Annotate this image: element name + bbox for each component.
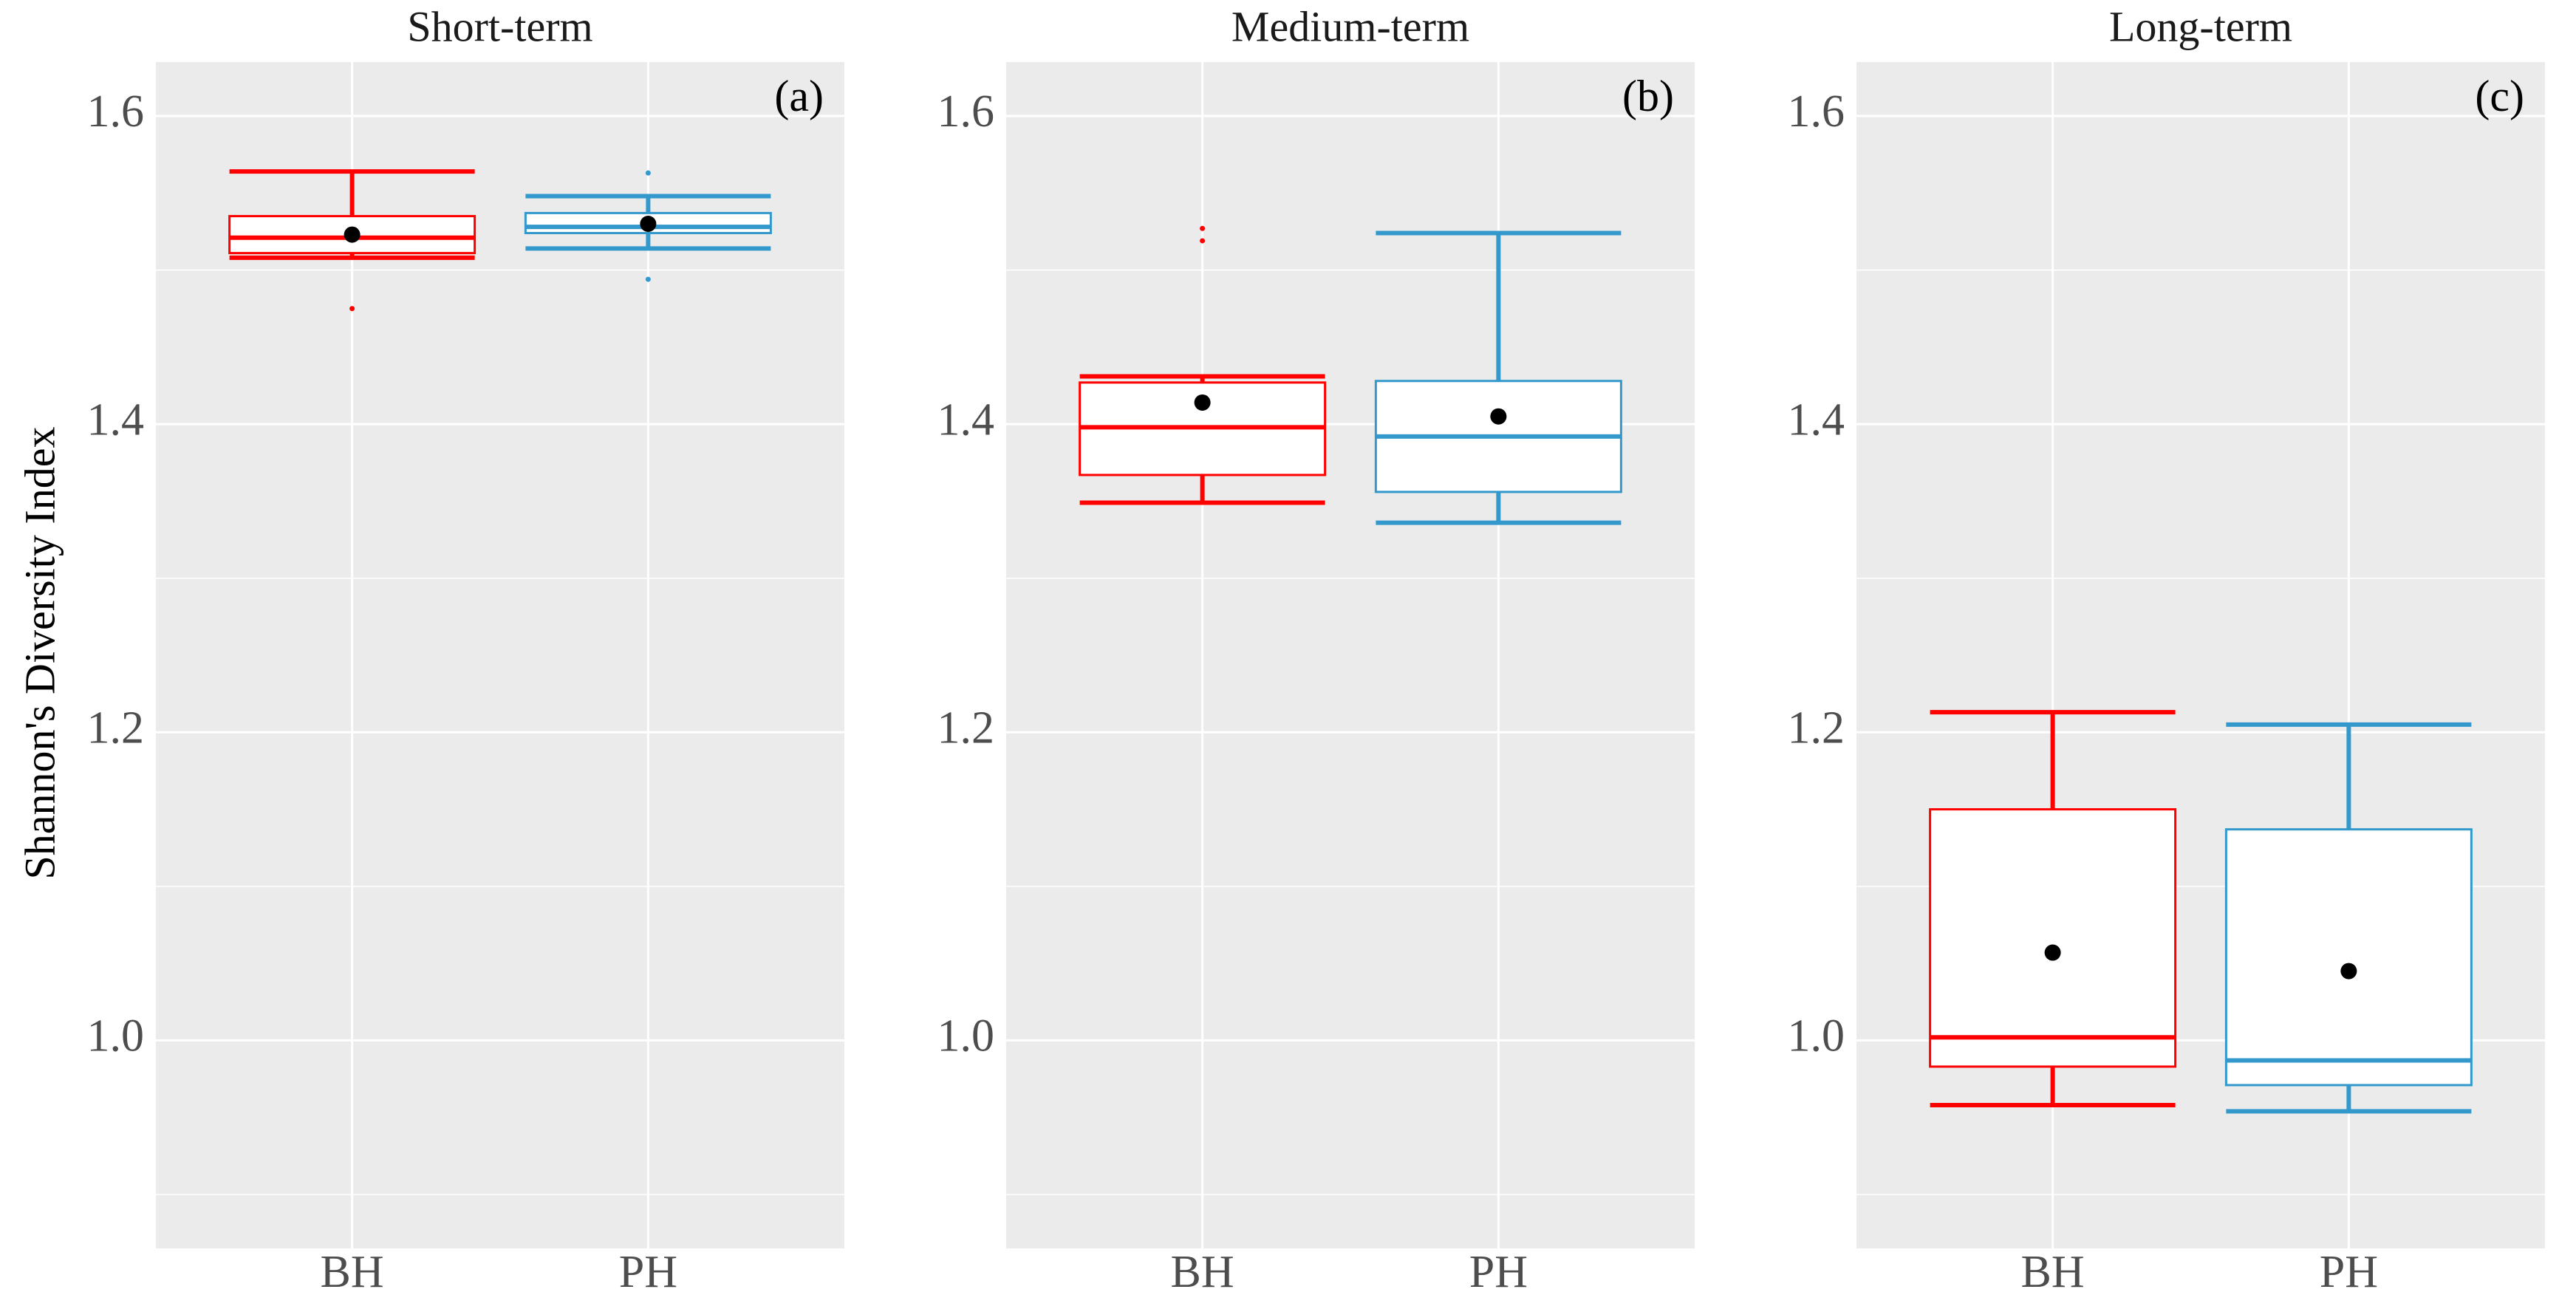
panel-tag: (b) bbox=[1622, 72, 1674, 120]
box-bh bbox=[228, 169, 476, 312]
box-ph bbox=[524, 170, 772, 282]
y-tick-label: 1.4 bbox=[937, 394, 995, 445]
outlier-point bbox=[349, 306, 355, 312]
x-tick-label: PH bbox=[1469, 1247, 1528, 1297]
iqr-box bbox=[2224, 828, 2473, 1087]
panel-2: 1.0 1.2 1.4 1.6 Medium-term (b) BH PH bbox=[937, 2, 1695, 1297]
box-ph bbox=[2224, 722, 2473, 1114]
box-bh bbox=[1929, 710, 2177, 1108]
mean-point bbox=[640, 216, 657, 232]
outlier-point bbox=[1200, 225, 1206, 231]
y-tick-label: 1.0 bbox=[1788, 1011, 1845, 1062]
box-bh bbox=[1079, 225, 1327, 505]
panel-title: Short-term bbox=[407, 2, 592, 50]
panel-3: 1.0 1.2 1.4 1.6 Long-term (c) BH PH bbox=[1788, 2, 2545, 1297]
outlier-point bbox=[645, 170, 651, 176]
box-ph bbox=[1374, 230, 1622, 525]
x-tick-label: BH bbox=[321, 1247, 384, 1297]
mean-point bbox=[2044, 944, 2061, 961]
iqr-box bbox=[1929, 808, 2177, 1068]
panel-title: Long-term bbox=[2109, 2, 2292, 50]
outlier-point bbox=[645, 276, 651, 282]
y-tick-label: 1.0 bbox=[87, 1011, 145, 1062]
panel-1: 1.0 1.2 1.4 1.6 Short-term (a) BH PH bbox=[87, 2, 844, 1297]
outlier-point bbox=[1200, 238, 1206, 244]
iqr-box bbox=[228, 215, 476, 255]
y-tick-label: 1.2 bbox=[1788, 703, 1845, 753]
y-tick-label: 1.6 bbox=[937, 86, 995, 137]
y-tick-label: 1.6 bbox=[1788, 86, 1845, 137]
x-tick-label: PH bbox=[619, 1247, 677, 1297]
x-tick-label: PH bbox=[2320, 1247, 2378, 1297]
y-tick-label: 1.4 bbox=[87, 394, 145, 445]
y-tick-label: 1.2 bbox=[87, 703, 145, 753]
mean-point bbox=[344, 226, 361, 243]
y-axis-title: Shannon's Diversity Index bbox=[16, 427, 64, 880]
y-tick-label: 1.2 bbox=[937, 703, 995, 753]
x-tick-label: BH bbox=[1171, 1247, 1234, 1297]
mean-point bbox=[1490, 408, 1507, 425]
mean-point bbox=[1194, 394, 1211, 411]
y-tick-label: 1.0 bbox=[937, 1011, 995, 1062]
y-tick-label: 1.6 bbox=[87, 86, 145, 137]
panel-background bbox=[1006, 62, 1695, 1248]
y-tick-label: 1.4 bbox=[1788, 394, 1845, 445]
panel-tag: (a) bbox=[774, 72, 824, 120]
mean-point bbox=[2340, 963, 2357, 980]
panel-tag: (c) bbox=[2475, 72, 2524, 120]
x-tick-label: BH bbox=[2021, 1247, 2085, 1297]
panel-title: Medium-term bbox=[1231, 2, 1469, 50]
